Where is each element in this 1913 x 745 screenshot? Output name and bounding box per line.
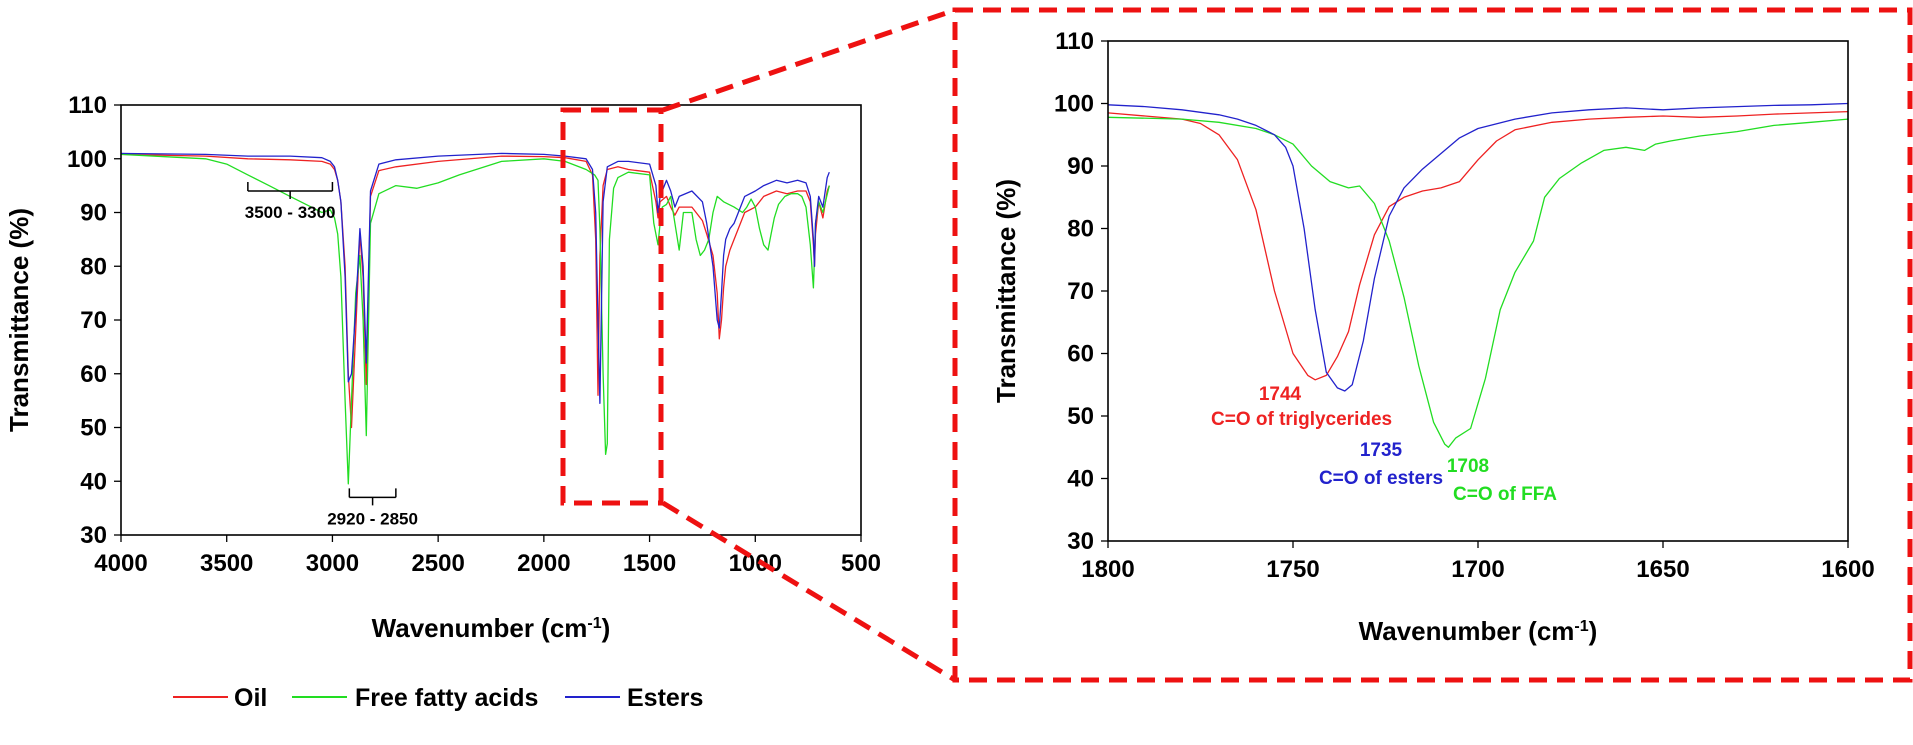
right-peak-number-1744: 1744: [1259, 384, 1302, 405]
left-series-free-fatty-acids: [120, 153, 830, 485]
right-peak-label-1744: C=O of triglycerides: [1211, 409, 1392, 430]
legend-item-free-fatty-acids: Free fatty acids: [292, 684, 538, 712]
legend-label-free-fatty-acids: Free fatty acids: [355, 684, 538, 712]
right-series-group: [1107, 102, 1849, 448]
left-series-oil: [120, 153, 830, 429]
left-y-tick-label: 100: [67, 146, 107, 173]
right-annotation-group: 1744 C=O of triglycerides 1735 C=O of ester…: [1211, 384, 1557, 505]
left-chart: 4000 3500 3000 2500 2000 1500 1000 500 30 40 50 60 7…: [4, 92, 881, 643]
right-peak-label-1708: C=O of FFA: [1453, 484, 1557, 505]
legend-label-esters: Esters: [627, 684, 703, 712]
left-y-axis-title: Transmittance (%): [4, 208, 34, 432]
right-y-tick-label: 90: [1067, 153, 1094, 180]
zoom-connector-top: [662, 7, 956, 113]
legend-item-esters: Esters: [565, 684, 703, 712]
right-x-tick-label: 1600: [1821, 556, 1874, 583]
right-y-tick-label: 30: [1067, 528, 1094, 555]
right-peak-number-1708: 1708: [1447, 456, 1489, 477]
right-y-tick-label: 80: [1067, 216, 1094, 243]
left-y-tick-label: 40: [80, 468, 107, 495]
left-annotation-group: 3500 - 3300 2920 - 2850: [245, 182, 418, 528]
left-x-tick-label: 3500: [200, 550, 253, 577]
legend-item-oil: Oil: [173, 684, 267, 712]
zoom-panel-box: [952, 7, 1913, 683]
right-peak-label-1735: C=O of esters: [1319, 468, 1443, 489]
left-y-tick-label: 70: [80, 307, 107, 334]
right-chart: 1800 1750 1700 1650 1600 30 40 50 60 70 80 90 100 110…: [991, 28, 1875, 646]
right-y-axis-title: Transmittance (%): [991, 179, 1021, 403]
left-x-tick-label: 2500: [411, 550, 464, 577]
left-tick-group: 4000 3500 3000 2500 2000 1500 1000 500 30 40 50 60 7…: [67, 92, 881, 577]
left-x-axis-title: Wavenumber (cm-1): [372, 613, 611, 643]
left-y-tick-label: 50: [80, 415, 107, 442]
left-annotation-label: 2920 - 2850: [327, 509, 418, 528]
left-x-tick-label: 500: [841, 550, 881, 577]
left-y-tick-label: 30: [80, 522, 107, 549]
right-y-tick-label: 60: [1067, 341, 1094, 368]
right-x-tick-label: 1700: [1451, 556, 1504, 583]
right-x-tick-label: 1650: [1636, 556, 1689, 583]
zoom-connector-bottom: [661, 500, 957, 683]
right-tick-group: 1800 1750 1700 1650 1600 30 40 50 60 70 80 90 100 110: [1054, 28, 1875, 583]
right-y-tick-label: 40: [1067, 466, 1094, 493]
legend: Oil Free fatty acids Esters: [173, 684, 703, 712]
left-x-tick-label: 2000: [517, 550, 570, 577]
right-y-tick-label: 110: [1055, 28, 1094, 55]
right-y-tick-label: 100: [1054, 91, 1094, 118]
left-y-tick-label: 60: [80, 361, 107, 388]
right-x-tick-label: 1750: [1266, 556, 1319, 583]
right-series-esters: [1107, 102, 1849, 392]
zoom-connector-group: [560, 7, 1913, 683]
left-x-tick-label: 1000: [729, 550, 782, 577]
left-y-tick-label: 80: [80, 253, 107, 280]
right-peak-number-1735: 1735: [1360, 440, 1403, 461]
right-series-oil: [1107, 110, 1849, 381]
left-annotation-label: 3500 - 3300: [245, 203, 336, 222]
right-y-tick-label: 50: [1067, 403, 1094, 430]
left-y-tick-label: 90: [80, 200, 107, 227]
left-x-tick-label: 1500: [623, 550, 676, 577]
left-series-esters: [120, 152, 830, 404]
highlight-region-box: [560, 107, 664, 506]
left-plot-frame: [120, 104, 862, 536]
right-series-free-fatty-acids: [1107, 116, 1849, 448]
right-x-tick-label: 1800: [1081, 556, 1134, 583]
left-y-tick-label: 110: [68, 92, 107, 119]
right-x-axis-title: Wavenumber (cm-1): [1359, 616, 1598, 646]
left-series-group: [120, 152, 830, 485]
right-y-tick-label: 70: [1067, 278, 1094, 305]
left-x-tick-label: 4000: [94, 550, 147, 577]
left-x-tick-label: 3000: [306, 550, 359, 577]
legend-label-oil: Oil: [234, 684, 267, 712]
